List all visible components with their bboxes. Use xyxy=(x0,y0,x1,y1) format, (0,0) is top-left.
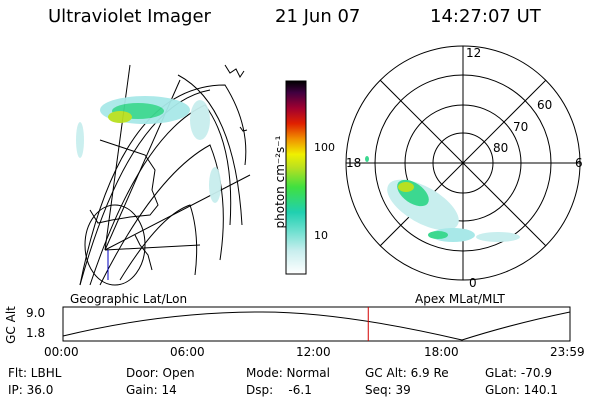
mlt-line xyxy=(379,79,547,247)
altitude-xtick: 00:00 xyxy=(44,345,79,359)
status-gc-alt: GC Alt: 6.9 Re xyxy=(365,366,449,380)
aurora-glow xyxy=(209,167,221,203)
colorbar xyxy=(285,80,307,275)
altitude-xtick: 12:00 xyxy=(296,345,331,359)
mlat-label-60: 60 xyxy=(537,98,553,112)
mlt-label-0: 0 xyxy=(469,276,477,290)
mlt-label-6: 6 xyxy=(575,156,583,170)
lat-arc xyxy=(79,89,211,286)
meridian xyxy=(104,244,201,251)
coastline xyxy=(224,64,245,78)
altitude-xtick: 23:59 xyxy=(550,345,585,359)
mlat-label-70: 70 xyxy=(513,120,529,134)
coastline xyxy=(89,139,159,224)
status-dsp: Dsp: -6.1 xyxy=(246,383,312,397)
altitude-curve xyxy=(62,311,571,341)
altitude-plot xyxy=(62,306,571,342)
altitude-ylabel: GC Alt xyxy=(3,306,18,344)
left-panel-caption: Geographic Lat/Lon xyxy=(70,292,188,306)
lat-arc xyxy=(99,144,224,286)
status-glat: GLat: -70.9 xyxy=(485,366,552,380)
limb-arc xyxy=(177,74,243,226)
status-ip: IP: 36.0 xyxy=(8,383,54,397)
aurora-glow xyxy=(76,122,84,158)
coastline xyxy=(239,126,248,132)
aurora-glow xyxy=(190,100,210,140)
aurora-glow xyxy=(365,156,369,162)
aurora-glow xyxy=(398,182,414,192)
altitude-xtick: 06:00 xyxy=(170,345,205,359)
mlt-label-18: 18 xyxy=(346,156,362,170)
mlat-label-80: 80 xyxy=(493,141,509,155)
altitude-ytick-low: 1.8 xyxy=(26,326,46,340)
status-glon: GLon: 140.1 xyxy=(485,383,558,397)
status-seq: Seq: 39 xyxy=(365,383,411,397)
coastline xyxy=(134,234,153,271)
aurora-glow xyxy=(476,232,520,242)
altitude-ytick-high: 9.0 xyxy=(26,306,46,320)
status-filter: Flt: LBHL xyxy=(8,366,62,380)
status-gain: Gain: 14 xyxy=(126,383,177,397)
colorbar-tick-10: 10 xyxy=(314,229,328,242)
instrument-title: Ultraviolet Imager xyxy=(48,6,211,27)
lat-arc xyxy=(79,84,247,286)
mlt-label-12: 12 xyxy=(466,46,482,60)
meridian xyxy=(104,64,131,251)
altitude-xtick: 18:00 xyxy=(424,345,459,359)
polar-plot xyxy=(345,45,581,281)
pole-contour xyxy=(84,204,146,286)
date-label: 21 Jun 07 xyxy=(275,6,361,27)
colorbar-unit-label: photon cm⁻²s⁻¹ xyxy=(273,135,287,229)
aurora-glow xyxy=(428,231,448,239)
colorbar-tick-100: 100 xyxy=(314,141,335,154)
aurora-glow xyxy=(108,111,132,123)
meridian xyxy=(104,174,251,251)
geographic-map xyxy=(76,64,251,286)
status-mode: Mode: Normal xyxy=(246,366,330,380)
right-panel-caption: Apex MLat/MLT xyxy=(415,292,505,306)
lat-arc xyxy=(119,204,198,281)
status-door: Door: Open xyxy=(126,366,195,380)
time-label: 14:27:07 UT xyxy=(430,6,541,27)
